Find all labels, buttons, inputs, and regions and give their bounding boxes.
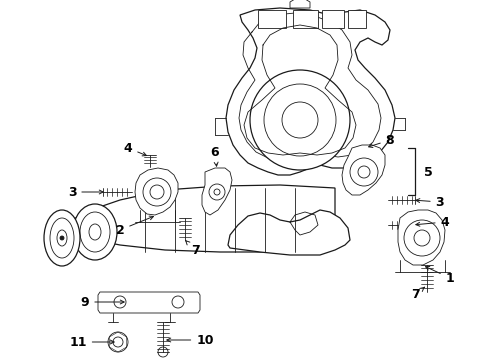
- Polygon shape: [258, 10, 286, 28]
- Polygon shape: [293, 10, 318, 28]
- Text: 11: 11: [69, 336, 114, 348]
- Text: 4: 4: [123, 141, 147, 156]
- Polygon shape: [290, 0, 310, 8]
- Ellipse shape: [44, 210, 80, 266]
- Polygon shape: [348, 10, 366, 28]
- Text: 9: 9: [81, 296, 124, 309]
- Text: 4: 4: [416, 216, 449, 229]
- Text: 8: 8: [368, 134, 394, 148]
- Text: 7: 7: [186, 240, 199, 257]
- Text: 2: 2: [116, 216, 153, 237]
- Text: 3: 3: [416, 195, 444, 208]
- Text: 5: 5: [424, 166, 432, 179]
- Text: 3: 3: [68, 185, 103, 198]
- Circle shape: [108, 332, 128, 352]
- Polygon shape: [398, 210, 445, 265]
- Text: 1: 1: [425, 266, 454, 284]
- Text: 10: 10: [167, 333, 214, 346]
- Polygon shape: [342, 145, 385, 195]
- Polygon shape: [226, 8, 395, 175]
- Polygon shape: [228, 210, 350, 255]
- Polygon shape: [322, 10, 344, 28]
- Circle shape: [250, 70, 350, 170]
- Polygon shape: [98, 292, 200, 313]
- Circle shape: [60, 236, 64, 240]
- Polygon shape: [55, 185, 335, 252]
- Text: 6: 6: [211, 145, 220, 166]
- Ellipse shape: [73, 204, 117, 260]
- Text: 7: 7: [411, 287, 424, 302]
- Polygon shape: [135, 168, 178, 215]
- Polygon shape: [202, 168, 232, 215]
